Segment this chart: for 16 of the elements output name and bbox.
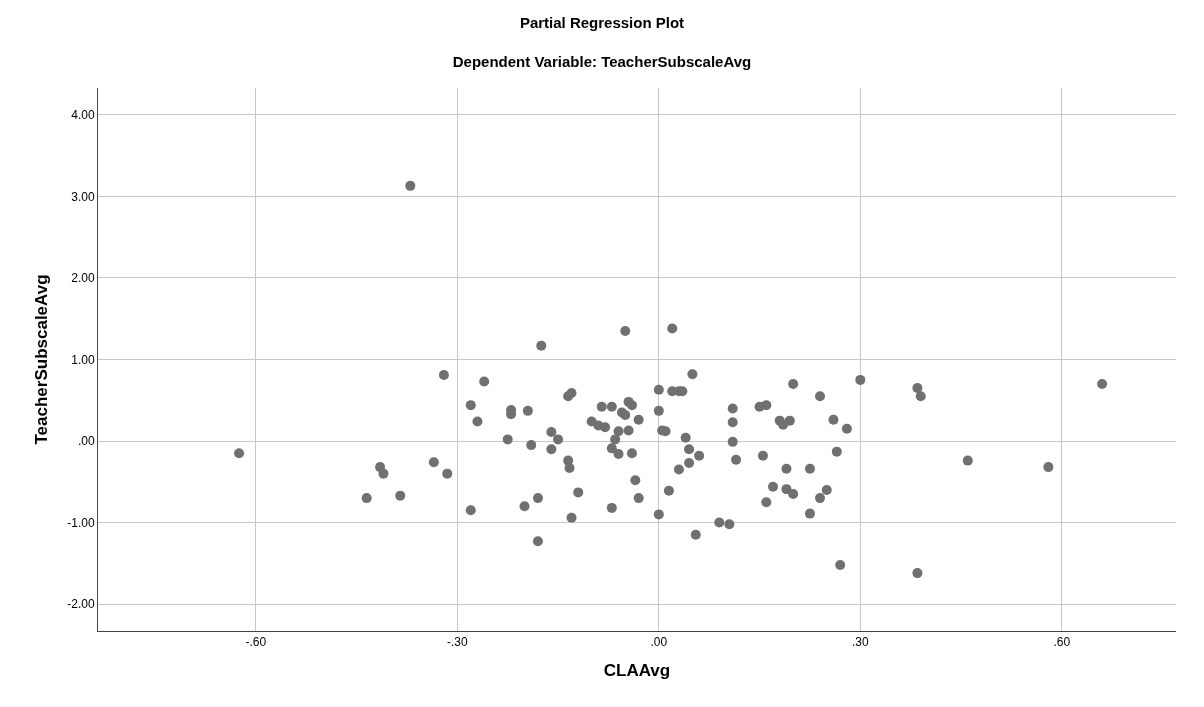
y-tick-label: .00: [77, 434, 95, 449]
chart-title: Partial Regression Plot: [519, 14, 685, 32]
x-tick-label: -.60: [245, 635, 267, 650]
y-tick-label: 3.00: [71, 189, 95, 204]
x-axis-title: CLAAvg: [603, 660, 671, 680]
y-tick-label: 1.00: [71, 352, 95, 367]
y-tick-label: -2.00: [67, 597, 95, 612]
x-tick-label: .30: [851, 635, 869, 650]
y-axis-title: TeacherSubscaleAvg: [31, 274, 51, 445]
x-tick-label: .60: [1053, 635, 1071, 650]
chart-subtitle: Dependent Variable: TeacherSubscaleAvg: [452, 53, 752, 71]
y-tick-label: 4.00: [71, 108, 95, 123]
x-tick-label: -.30: [446, 635, 468, 650]
y-tick-label: 2.00: [71, 271, 95, 286]
x-tick-label: .00: [650, 635, 668, 650]
y-tick-label: -1.00: [67, 515, 95, 530]
